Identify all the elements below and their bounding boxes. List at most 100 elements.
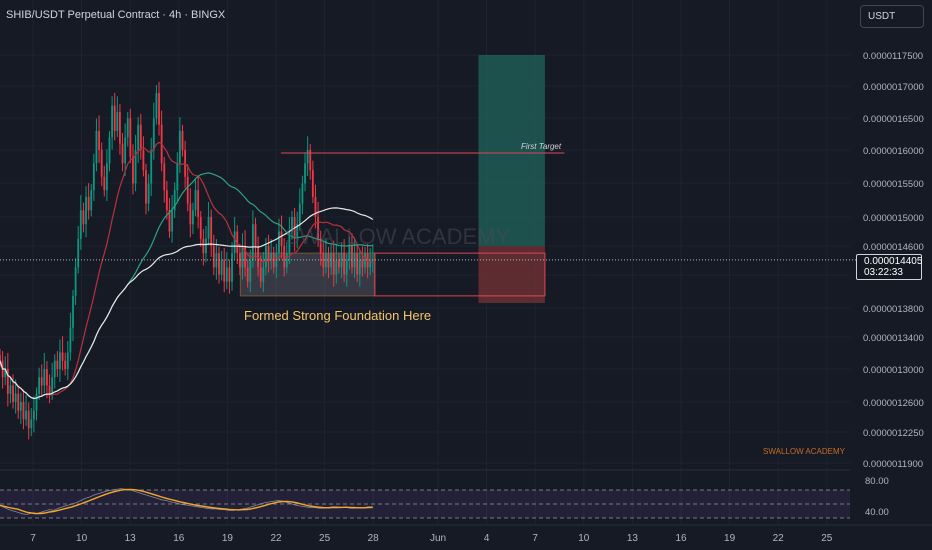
candlestick-series bbox=[0, 81, 374, 440]
moving-average-line bbox=[0, 141, 373, 400]
candle-body bbox=[25, 410, 27, 420]
currency-button[interactable]: USDT bbox=[860, 5, 924, 28]
candle-body bbox=[246, 267, 249, 282]
time-tick-label: 4 bbox=[484, 533, 490, 544]
candle-body bbox=[361, 260, 364, 268]
candle-body bbox=[64, 360, 67, 369]
time-tick-label: 19 bbox=[724, 533, 736, 544]
time-tick-label: 13 bbox=[125, 533, 137, 544]
candle-body bbox=[87, 196, 90, 211]
candle-body bbox=[186, 176, 189, 204]
candle-body bbox=[296, 224, 299, 239]
candle-body bbox=[220, 260, 223, 275]
candle-body bbox=[38, 377, 41, 394]
stop-loss-zone bbox=[478, 246, 545, 303]
price-tick-label: 0.0000011900 bbox=[863, 459, 923, 470]
candle-body bbox=[48, 385, 51, 394]
candle-body bbox=[210, 217, 213, 246]
time-tick-label: 7 bbox=[30, 533, 36, 544]
candle-body bbox=[178, 131, 181, 164]
candle-body bbox=[103, 176, 106, 191]
candle-body bbox=[257, 246, 260, 268]
candle-body bbox=[171, 210, 173, 232]
candle-body bbox=[345, 260, 348, 275]
candle-body bbox=[100, 150, 103, 177]
candle-body bbox=[51, 377, 54, 394]
candle-body bbox=[35, 393, 38, 411]
candle-body bbox=[168, 210, 171, 232]
candle-body bbox=[77, 238, 80, 268]
candle-body bbox=[98, 131, 100, 150]
candle-body bbox=[124, 137, 127, 164]
candle-body bbox=[288, 231, 291, 254]
candle-body bbox=[291, 217, 293, 232]
candle-body bbox=[212, 246, 215, 268]
time-tick-label: 22 bbox=[270, 533, 282, 544]
candle-body bbox=[85, 196, 87, 225]
candle-body bbox=[152, 118, 155, 150]
candle-body bbox=[356, 253, 359, 275]
trade-zones bbox=[239, 55, 546, 303]
candle-body bbox=[163, 163, 166, 191]
price-tick-label: 0.0000016500 bbox=[863, 114, 924, 125]
candle-body bbox=[254, 224, 257, 246]
candle-body bbox=[259, 267, 262, 282]
candle-body bbox=[319, 238, 322, 254]
time-tick-label: 16 bbox=[173, 533, 185, 544]
last-price-label: 0.000014405 03:22:33 bbox=[856, 254, 922, 280]
candle-body bbox=[61, 352, 64, 361]
candle-body bbox=[309, 150, 312, 171]
candle-body bbox=[176, 163, 179, 191]
candle-body bbox=[27, 410, 30, 429]
candle-body bbox=[79, 210, 82, 239]
candle-body bbox=[150, 150, 153, 184]
candle-body bbox=[306, 150, 309, 164]
candle-body bbox=[364, 253, 366, 268]
price-tick-label: 0.0000015500 bbox=[863, 179, 924, 190]
candle-body bbox=[173, 190, 176, 211]
time-tick-label: 22 bbox=[773, 533, 785, 544]
chart-annotations: First Target Formed Strong Foundation Her… bbox=[0, 142, 856, 456]
candle-body bbox=[241, 246, 244, 268]
candle-body bbox=[330, 253, 333, 268]
time-tick-label: 16 bbox=[675, 533, 687, 544]
moving-average-line bbox=[0, 207, 374, 400]
candle-body bbox=[244, 246, 246, 268]
candle-body bbox=[158, 93, 160, 125]
candle-body bbox=[32, 410, 35, 420]
time-tick-label: 19 bbox=[222, 533, 234, 544]
time-tick-label: 25 bbox=[319, 533, 331, 544]
last-price-value: 0.000014405 bbox=[864, 256, 923, 267]
candle-body bbox=[223, 260, 226, 282]
time-tick-label: 7 bbox=[532, 533, 538, 544]
candle-body bbox=[225, 267, 228, 282]
candle-body bbox=[238, 253, 241, 268]
candle-body bbox=[46, 369, 48, 386]
candle-body bbox=[270, 253, 273, 261]
candle-body bbox=[9, 385, 12, 394]
candle-body bbox=[17, 393, 20, 411]
candle-body bbox=[72, 295, 74, 328]
candle-body bbox=[165, 190, 168, 211]
candle-body bbox=[249, 260, 252, 282]
price-tick-label: 0.0000017000 bbox=[863, 82, 924, 93]
time-tick-label: Jun bbox=[430, 533, 446, 544]
candle-body bbox=[327, 253, 330, 268]
watermark: SWALLOW ACADEMY bbox=[285, 224, 511, 249]
foundation-caption: Formed Strong Foundation Here bbox=[244, 308, 431, 323]
candle-body bbox=[137, 124, 140, 150]
candle-body bbox=[280, 231, 283, 246]
rsi-line bbox=[0, 488, 373, 515]
candle-body bbox=[202, 238, 205, 254]
candle-body bbox=[218, 253, 220, 275]
candle-body bbox=[92, 163, 95, 191]
candle-body bbox=[233, 231, 236, 254]
candle-body bbox=[199, 217, 202, 239]
price-tick-label: 0.0000013800 bbox=[863, 304, 924, 315]
candle-body bbox=[348, 246, 351, 261]
candle-body bbox=[369, 260, 372, 268]
candle-body bbox=[207, 217, 210, 239]
candle-body bbox=[262, 267, 265, 282]
candle-body bbox=[4, 369, 7, 378]
